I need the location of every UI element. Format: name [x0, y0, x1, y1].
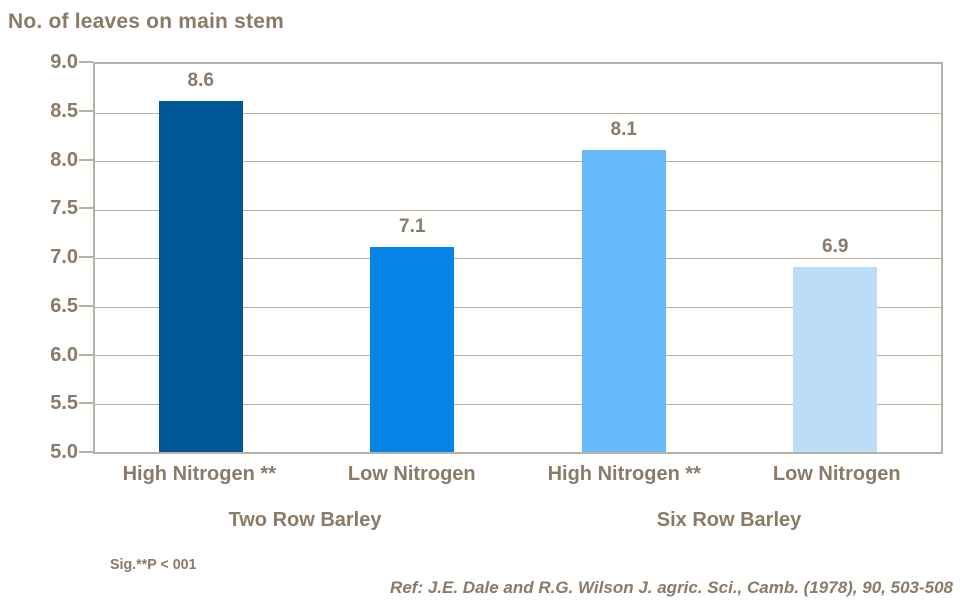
y-tick-mark: [79, 207, 93, 210]
y-tick-mark: [79, 451, 93, 453]
gridline: [95, 306, 941, 308]
significance-note: Sig.**P < 001: [110, 556, 197, 573]
bar-slot: 7.1: [307, 64, 519, 452]
y-tick-label: 7.5: [50, 197, 78, 220]
category-label: Low Nitrogen: [772, 463, 901, 485]
gridline: [95, 403, 941, 405]
category-label: Low Nitrogen: [347, 463, 476, 485]
y-tick-mark: [79, 304, 93, 307]
y-tick-label: 8.0: [50, 148, 78, 171]
y-tick-label: 8.5: [50, 99, 78, 122]
reference-note: Ref: J.E. Dale and R.G. Wilson J. agric.…: [390, 578, 953, 597]
y-tick-mark: [79, 402, 93, 405]
bar-3: [581, 149, 666, 452]
y-tick-label: 9.0: [50, 51, 78, 73]
gridline: [95, 209, 941, 211]
bar-value-label: 8.1: [610, 118, 637, 140]
gridline: [95, 258, 941, 259]
category-label: High Nitrogen **: [547, 463, 701, 485]
y-tick-mark: [79, 109, 93, 112]
y-tick-mark: [79, 158, 93, 161]
y-tick-label: 5.0: [50, 441, 78, 463]
bar-1: [158, 101, 243, 452]
y-tick-mark: [79, 353, 93, 356]
bar-2: [370, 247, 455, 452]
y-tick-label: 6.5: [50, 294, 78, 317]
gridline: [95, 112, 941, 114]
group-label: Six Row Barley: [656, 509, 802, 531]
gridline: [95, 161, 941, 162]
y-tick-label: 5.5: [50, 392, 78, 415]
y-tick-label: 6.0: [50, 343, 78, 366]
gridline: [95, 355, 941, 356]
bar-slot: 6.9: [730, 64, 942, 452]
bar-4: [793, 266, 878, 452]
plot-area: 8.6 7.1 8.1 6.9: [93, 62, 943, 454]
bar-value-label: 8.6: [187, 70, 214, 91]
category-label: High Nitrogen **: [122, 463, 276, 485]
category-labels: High Nitrogen ** Low Nitrogen High Nitroge…: [93, 463, 943, 486]
y-tick-mark: [79, 256, 93, 258]
y-tick-label: 7.0: [50, 246, 78, 268]
y-tick-mark: [79, 61, 93, 63]
bar-value-label: 6.9: [822, 235, 849, 257]
chart-title: No. of leaves on main stem: [8, 10, 284, 33]
bars-layer: 8.6 7.1 8.1 6.9: [95, 64, 941, 452]
bar-value-label: 7.1: [399, 216, 426, 238]
bar-slot: 8.6: [95, 64, 307, 452]
bar-slot: 8.1: [518, 64, 730, 452]
group-label: Two Row Barley: [228, 509, 382, 531]
